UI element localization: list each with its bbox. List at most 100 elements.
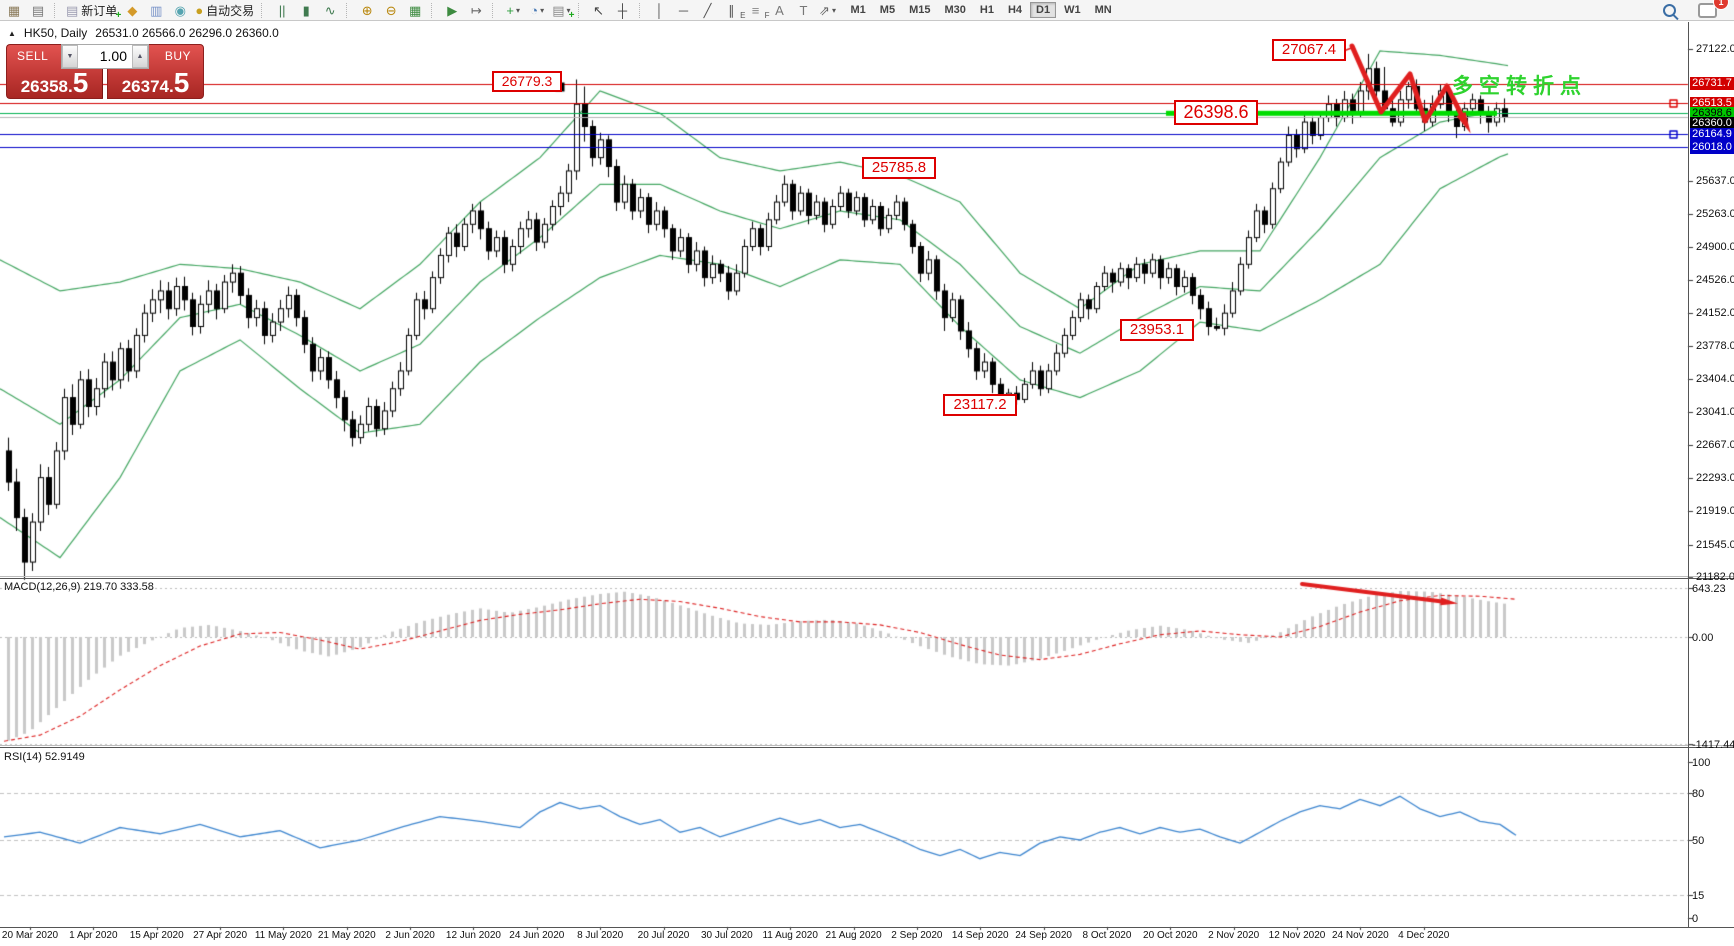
macd-splitter[interactable] [0,576,1734,577]
timeframe-H1[interactable]: H1 [979,4,994,16]
rsi-scale-label: 80 [1692,788,1705,801]
auto-scroll-icon[interactable]: ▶ [447,2,458,18]
main-toolbar: ▦ ▤ ▤ + 新订单 ◆ ▥ ◉ ● 自动交易 || ▮ ∿ ⊕ ⊖ ▦ ▶ ↦ + ▾ ◔ ▾ ▤ + ▾ ↖ ┼ │ ─ ╱ ∥ E ≡ F… [0,0,1734,21]
date-axis-label: 2 Jun 2020 [385,930,435,941]
zoom-in-icon[interactable]: ⊕ [361,2,373,18]
text-icon[interactable]: A [775,2,784,18]
zoom-out-icon[interactable]: ⊖ [385,2,397,18]
macd-scale-label: -1417.44 [1692,739,1734,752]
timeframe-M15[interactable]: M15 [909,4,931,16]
label-icon[interactable]: T [799,2,808,18]
new-order-button[interactable]: ▤ + 新订单 [66,2,122,21]
timeframe-W1[interactable]: W1 [1064,4,1081,16]
price-axis-tick: 21545.0 [1696,538,1734,551]
chart-shift-icon[interactable]: ↦ [470,2,482,18]
price-tag[interactable]: 23117.2 [943,394,1017,416]
line-chart-icon[interactable]: ∿ [324,2,336,18]
volume-field[interactable]: ▼ 1.00 ▲ [61,44,149,69]
arrows-icon[interactable]: ⇗ ▾ [819,2,836,18]
date-axis-label: 1 Apr 2020 [69,930,118,941]
crosshair-icon[interactable]: ┼ [617,2,628,18]
volume-decrease-button[interactable]: ▼ [62,45,78,68]
chart-ohlc-values: 26531.0 26566.0 26296.0 26360.0 [95,26,279,40]
chat-bubble-icon [1698,2,1717,18]
toolbar-separator [577,2,583,18]
date-axis-label: 15 Apr 2020 [129,930,184,941]
signals-icon[interactable]: ◉ [174,2,186,18]
timeframe-M5[interactable]: M5 [879,4,896,16]
price-line-label: 26398.6 [1690,106,1734,120]
price-tag[interactable]: 26779.3 [492,71,562,92]
price-axis-tick: 22667.0 [1696,439,1734,451]
notification-badge: 1 [1713,0,1729,10]
price-tag[interactable]: 26398.6 [1174,100,1258,125]
bar-chart-icon[interactable]: || [278,2,286,18]
volume-value[interactable]: 1.00 [99,48,127,64]
timeframe-M30[interactable]: M30 [944,4,966,16]
macd-scale-label: 0.00 [1692,632,1714,644]
indicators-icon[interactable]: ◆ [127,2,138,18]
date-axis-label: 24 Nov 2020 [1331,930,1389,941]
tile-windows-icon[interactable]: ▦ [409,2,422,18]
price-axis-tick: 24900.0 [1696,240,1734,253]
price-axis-tick: 23041.0 [1696,405,1734,418]
autotrading-button[interactable]: ● 自动交易 [195,2,255,18]
price-axis-tick: 21919.0 [1696,505,1734,518]
sell-label: SELL [17,49,49,63]
price-tag[interactable]: 25785.8 [862,157,936,179]
market-watch-icon[interactable]: ▤ [31,2,45,18]
template-icon[interactable]: ▤ + ▾ [552,2,575,21]
date-axis-divider [0,927,1734,928]
navigator-icon[interactable]: ▥ [150,2,163,18]
chart-macd-divider[interactable] [0,578,1734,579]
volume-increase-button[interactable]: ▲ [132,45,148,68]
chevron-down-icon: ▾ [566,5,571,15]
date-axis-label: 4 Dec 2020 [1398,930,1450,941]
macd-rsi-divider[interactable] [0,747,1734,748]
date-axis-label: 21 Aug 2020 [825,930,882,941]
chevron-down-icon: ▾ [540,5,545,15]
price-line-label: 26360.0 [1690,117,1734,131]
notifications-button[interactable]: 1 [1695,0,1729,20]
timeframe-M1[interactable]: M1 [850,4,866,16]
date-axis-label: 2 Nov 2020 [1208,930,1260,941]
cursor-icon[interactable]: ↖ [593,2,604,18]
channel-icon[interactable]: ∥ E [728,2,746,20]
search-button[interactable] [1657,1,1681,20]
date-axis-label: 27 Apr 2020 [193,930,248,941]
candlestick-chart-icon[interactable]: ▮ [302,2,310,18]
sell-price: 26358.5 [20,67,89,98]
date-axis-label: 20 Jul 2020 [637,930,690,941]
fibonacci-icon[interactable]: ≡ F [751,2,770,20]
price-tag[interactable]: 27067.4 [1272,39,1346,61]
sub-letter: E [740,10,746,20]
panel-collapse-icon[interactable]: ▲ [8,28,16,38]
toolbar-separator [261,2,266,18]
vertical-line-icon[interactable]: │ [655,2,664,18]
timeframe-H4[interactable]: H4 [1007,4,1022,16]
period-icon[interactable]: ◔ ▾ [530,2,545,18]
price-tag[interactable]: 23953.1 [1120,319,1194,341]
timeframe-D1[interactable]: D1 [1030,2,1057,18]
date-axis-label: 8 Oct 2020 [1082,930,1132,941]
toolbar-separator [54,2,59,18]
toolbar-separator [346,2,351,18]
add-indicator-button[interactable]: + ▾ [506,2,520,18]
horizontal-line-icon[interactable]: ─ [678,2,689,18]
timeframe-MN[interactable]: MN [1094,4,1112,16]
rsi-splitter[interactable] [0,745,1734,746]
trendline-icon[interactable]: ╱ [703,2,712,18]
chart-symbol-title: HK50, Daily [23,26,88,40]
chart-window-icon[interactable]: ▦ [7,2,21,18]
chinese-note[interactable]: 多空转折点 [1452,75,1587,98]
buy-label: BUY [164,49,191,63]
price-line-label: 26164.9 [1690,127,1734,141]
price-axis-tick: 23404.0 [1696,373,1734,386]
price-axis-tick: 22293.0 [1696,472,1734,485]
timeframe-group: M1 M5 M15 M30 H1 H4 D1 W1 MN [844,2,1119,18]
one-click-trading-panel: SELL 26358.5 BUY 26374.5 ▼ 1.00 ▲ [6,44,204,101]
search-icon [1662,3,1676,17]
price-axis-tick: 25637.0 [1696,175,1734,187]
chevron-down-icon: ▾ [515,5,520,15]
